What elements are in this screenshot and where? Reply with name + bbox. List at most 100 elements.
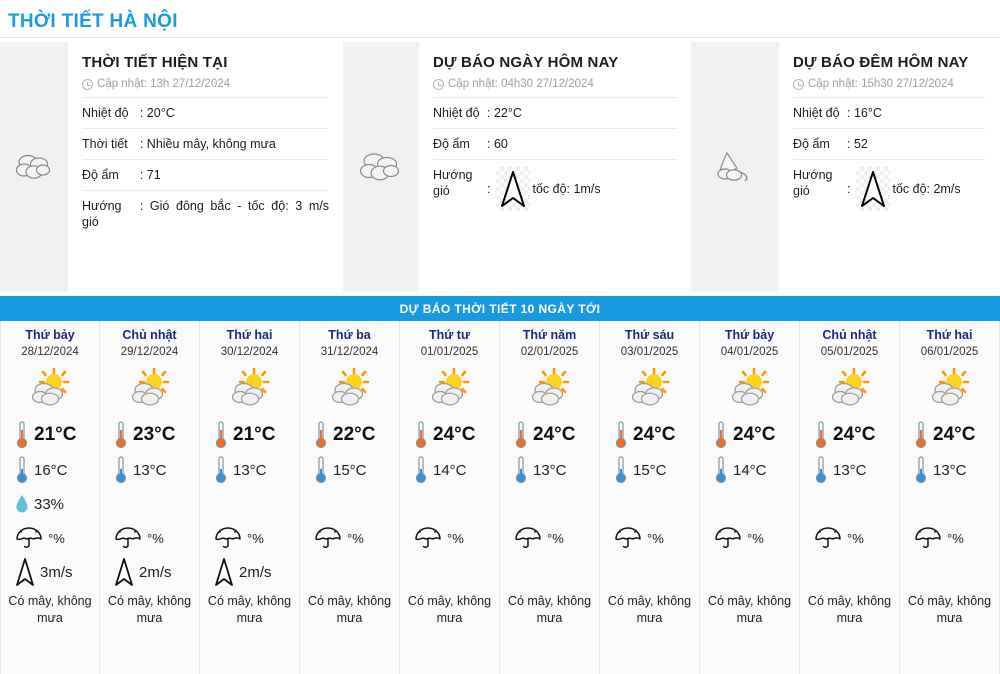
wind-row: 3m/s xyxy=(1,555,99,589)
forecast-day-column[interactable]: Chủ nhật 05/01/2025 24°C 13°C xyxy=(800,321,900,674)
rain-value: °% xyxy=(547,530,564,546)
panel-body: DỰ BÁO NGÀY HÔM NAY Cập nhật: 04h30 27/1… xyxy=(419,42,691,292)
forecast-banner: DỰ BÁO THỜI TIẾT 10 NGÀY TỚI xyxy=(0,296,1000,321)
night-cloud-icon xyxy=(707,147,763,187)
table-row-wind: Hướng gió : tốc độ: 1m/s xyxy=(433,159,677,219)
row-value: : 22°C xyxy=(487,106,522,120)
row-key: Độ ẩm xyxy=(793,137,830,151)
umbrella-icon xyxy=(414,525,442,551)
high-temp-row: 24°C xyxy=(400,417,499,453)
rain-value: °% xyxy=(48,530,65,546)
day-name: Thứ ba xyxy=(328,328,371,342)
high-temp-value: 21°C xyxy=(34,424,77,445)
wind-row-empty xyxy=(400,555,499,589)
day-date: 31/12/2024 xyxy=(320,346,379,358)
day-description: Có mây, không mưa xyxy=(407,594,492,625)
thermometer-hot-icon xyxy=(514,420,528,450)
high-temp-value: 23°C xyxy=(133,424,176,445)
humidity-row-empty xyxy=(700,487,799,521)
sun-behind-cloud-icon xyxy=(927,367,973,411)
tonight-forecast-table: Nhiệt độ : 16°C Độ ẩm : 52 Hướng gió : xyxy=(793,97,986,218)
forecast-day-column[interactable]: Thứ ba 31/12/2024 22°C 15°C xyxy=(300,321,400,674)
rain-value: °% xyxy=(647,530,664,546)
umbrella-icon xyxy=(514,525,542,551)
panel-today-forecast: DỰ BÁO NGÀY HÔM NAY Cập nhật: 04h30 27/1… xyxy=(343,38,691,292)
rain-row: °% xyxy=(600,521,699,555)
table-row: Độ ẩm : 52 xyxy=(793,128,986,160)
high-temp-value: 24°C xyxy=(533,424,576,445)
day-name: Thứ bảy xyxy=(25,328,75,342)
low-temp-row: 13°C xyxy=(100,453,199,487)
high-temp-row: 24°C xyxy=(600,417,699,453)
clock-icon xyxy=(82,78,93,90)
sun-behind-cloud-icon xyxy=(427,367,473,411)
humidity-row-empty xyxy=(200,487,299,521)
thermometer-cold-icon xyxy=(514,455,528,485)
high-temp-value: 24°C xyxy=(833,424,876,445)
rain-row: °% xyxy=(200,521,299,555)
colon: : xyxy=(487,182,491,196)
forecast-day-column[interactable]: Thứ bảy 04/01/2025 24°C 14°C xyxy=(700,321,800,674)
day-date: 28/12/2024 xyxy=(21,346,79,358)
day-name: Chủ nhật xyxy=(122,328,177,342)
row-value: : 16°C xyxy=(847,106,882,120)
rain-value: °% xyxy=(247,530,264,546)
row-value: : tốc độ: 2m/s xyxy=(847,160,986,219)
table-row: Độ ẩm : 71 xyxy=(82,159,329,191)
forecast-day-column[interactable]: Thứ tư 01/01/2025 24°C 14°C xyxy=(400,321,500,674)
low-temp-value: 16°C xyxy=(34,461,68,479)
thermometer-hot-icon xyxy=(914,420,928,450)
wind-value: 2m/s xyxy=(239,563,272,581)
low-temp-row: 14°C xyxy=(400,453,499,487)
forecast-day-column[interactable]: Thứ hai 06/01/2025 24°C 13°C xyxy=(900,321,1000,674)
sun-behind-cloud-icon xyxy=(27,367,73,411)
sun-behind-cloud-icon xyxy=(527,367,573,411)
humidity-row-empty xyxy=(900,487,999,521)
panel-body: THỜI TIẾT HIỆN TẠI Cập nhật: 13h 27/12/2… xyxy=(68,42,343,292)
umbrella-icon xyxy=(914,525,942,551)
low-temp-value: 13°C xyxy=(833,461,867,479)
row-key: Hướng gió xyxy=(82,199,122,229)
humidity-row-empty xyxy=(800,487,899,521)
thermometer-hot-icon xyxy=(15,420,29,450)
table-row: Thời tiết : Nhiều mây, không mưa xyxy=(82,128,329,160)
panel-updated: Cập nhật: 15h30 27/12/2024 xyxy=(793,78,986,90)
day-date: 30/12/2024 xyxy=(220,346,279,358)
panel-updated: Cập nhật: 04h30 27/12/2024 xyxy=(433,78,677,90)
row-key: Hướng gió xyxy=(793,168,833,198)
forecast-day-column[interactable]: Chủ nhật 29/12/2024 23°C 13°C xyxy=(100,321,200,674)
umbrella-icon xyxy=(814,525,842,551)
wind-arrow-icon xyxy=(114,557,134,587)
low-temp-row: 13°C xyxy=(800,453,899,487)
wind-speed-label: tốc độ: 1m/s xyxy=(532,182,601,196)
high-temp-row: 21°C xyxy=(200,417,299,453)
row-key: Hướng gió xyxy=(433,168,473,198)
rain-row: °% xyxy=(900,521,999,555)
low-temp-value: 13°C xyxy=(233,461,267,479)
thermometer-cold-icon xyxy=(15,455,29,485)
high-temp-value: 22°C xyxy=(333,424,376,445)
forecast-day-column[interactable]: Thứ năm 02/01/2025 24°C 13°C xyxy=(500,321,600,674)
day-date: 01/01/2025 xyxy=(420,346,479,358)
low-temp-value: 15°C xyxy=(333,461,367,479)
cloudy-icon xyxy=(11,150,57,184)
panel-body: DỰ BÁO ĐÊM HÔM NAY Cập nhật: 15h30 27/12… xyxy=(779,42,1000,292)
thermometer-cold-icon xyxy=(114,455,128,485)
wind-arrow-icon xyxy=(496,167,531,211)
day-date: 29/12/2024 xyxy=(120,346,179,358)
wind-speed-label: tốc độ: 2m/s xyxy=(892,182,961,196)
day-description: Có mây, không mưa xyxy=(807,594,892,625)
today-forecast-table: Nhiệt độ : 22°C Độ ẩm : 60 Hướng gió : xyxy=(433,97,677,218)
humidity-row-empty xyxy=(100,487,199,521)
forecast-day-column[interactable]: Thứ bảy 28/12/2024 21°C 16°C xyxy=(0,321,100,674)
rain-value: °% xyxy=(447,530,464,546)
thermometer-hot-icon xyxy=(314,420,328,450)
forecast-day-column[interactable]: Thứ sáu 03/01/2025 24°C 15°C xyxy=(600,321,700,674)
low-temp-row: 16°C xyxy=(1,453,99,487)
umbrella-icon xyxy=(114,525,142,551)
row-value: : 60 xyxy=(487,137,508,151)
day-description: Có mây, không mưa xyxy=(707,594,792,625)
rain-row: °% xyxy=(1,521,99,555)
thermometer-hot-icon xyxy=(114,420,128,450)
forecast-day-column[interactable]: Thứ hai 30/12/2024 21°C 13°C xyxy=(200,321,300,674)
